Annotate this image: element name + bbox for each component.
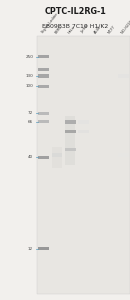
- Bar: [38, 247, 49, 250]
- Text: EB09B3B 7C10 H1/K2: EB09B3B 7C10 H1/K2: [42, 24, 109, 29]
- Text: HeLa: HeLa: [67, 25, 76, 34]
- Bar: [38, 55, 49, 58]
- Bar: [118, 153, 129, 157]
- Text: 250: 250: [25, 55, 33, 59]
- Bar: [65, 148, 76, 152]
- Text: CPTC-IL2RG-1: CPTC-IL2RG-1: [44, 8, 106, 16]
- Bar: [78, 120, 89, 124]
- Bar: [38, 74, 49, 78]
- Text: A549: A549: [94, 25, 102, 34]
- Text: 12: 12: [28, 247, 33, 251]
- Text: 72: 72: [28, 111, 33, 116]
- Bar: [38, 156, 49, 159]
- Bar: [37, 36, 130, 294]
- Bar: [118, 74, 129, 78]
- Bar: [78, 130, 89, 133]
- Bar: [38, 120, 49, 123]
- Text: 40: 40: [28, 155, 33, 159]
- Text: PBMC: PBMC: [54, 24, 63, 34]
- Text: MCF7: MCF7: [107, 24, 116, 34]
- Text: Sigma Ladder: Sigma Ladder: [41, 13, 59, 34]
- Text: 130: 130: [25, 74, 33, 78]
- Bar: [38, 85, 49, 88]
- Bar: [65, 120, 76, 124]
- Bar: [38, 68, 49, 71]
- Bar: [65, 116, 75, 165]
- Bar: [52, 147, 62, 168]
- Text: NCI-H226: NCI-H226: [120, 19, 130, 34]
- Text: Jurkat: Jurkat: [80, 24, 90, 34]
- Bar: [52, 153, 62, 157]
- Bar: [38, 112, 49, 115]
- Text: 66: 66: [28, 120, 33, 124]
- Bar: [65, 130, 76, 133]
- Text: 100: 100: [25, 84, 33, 88]
